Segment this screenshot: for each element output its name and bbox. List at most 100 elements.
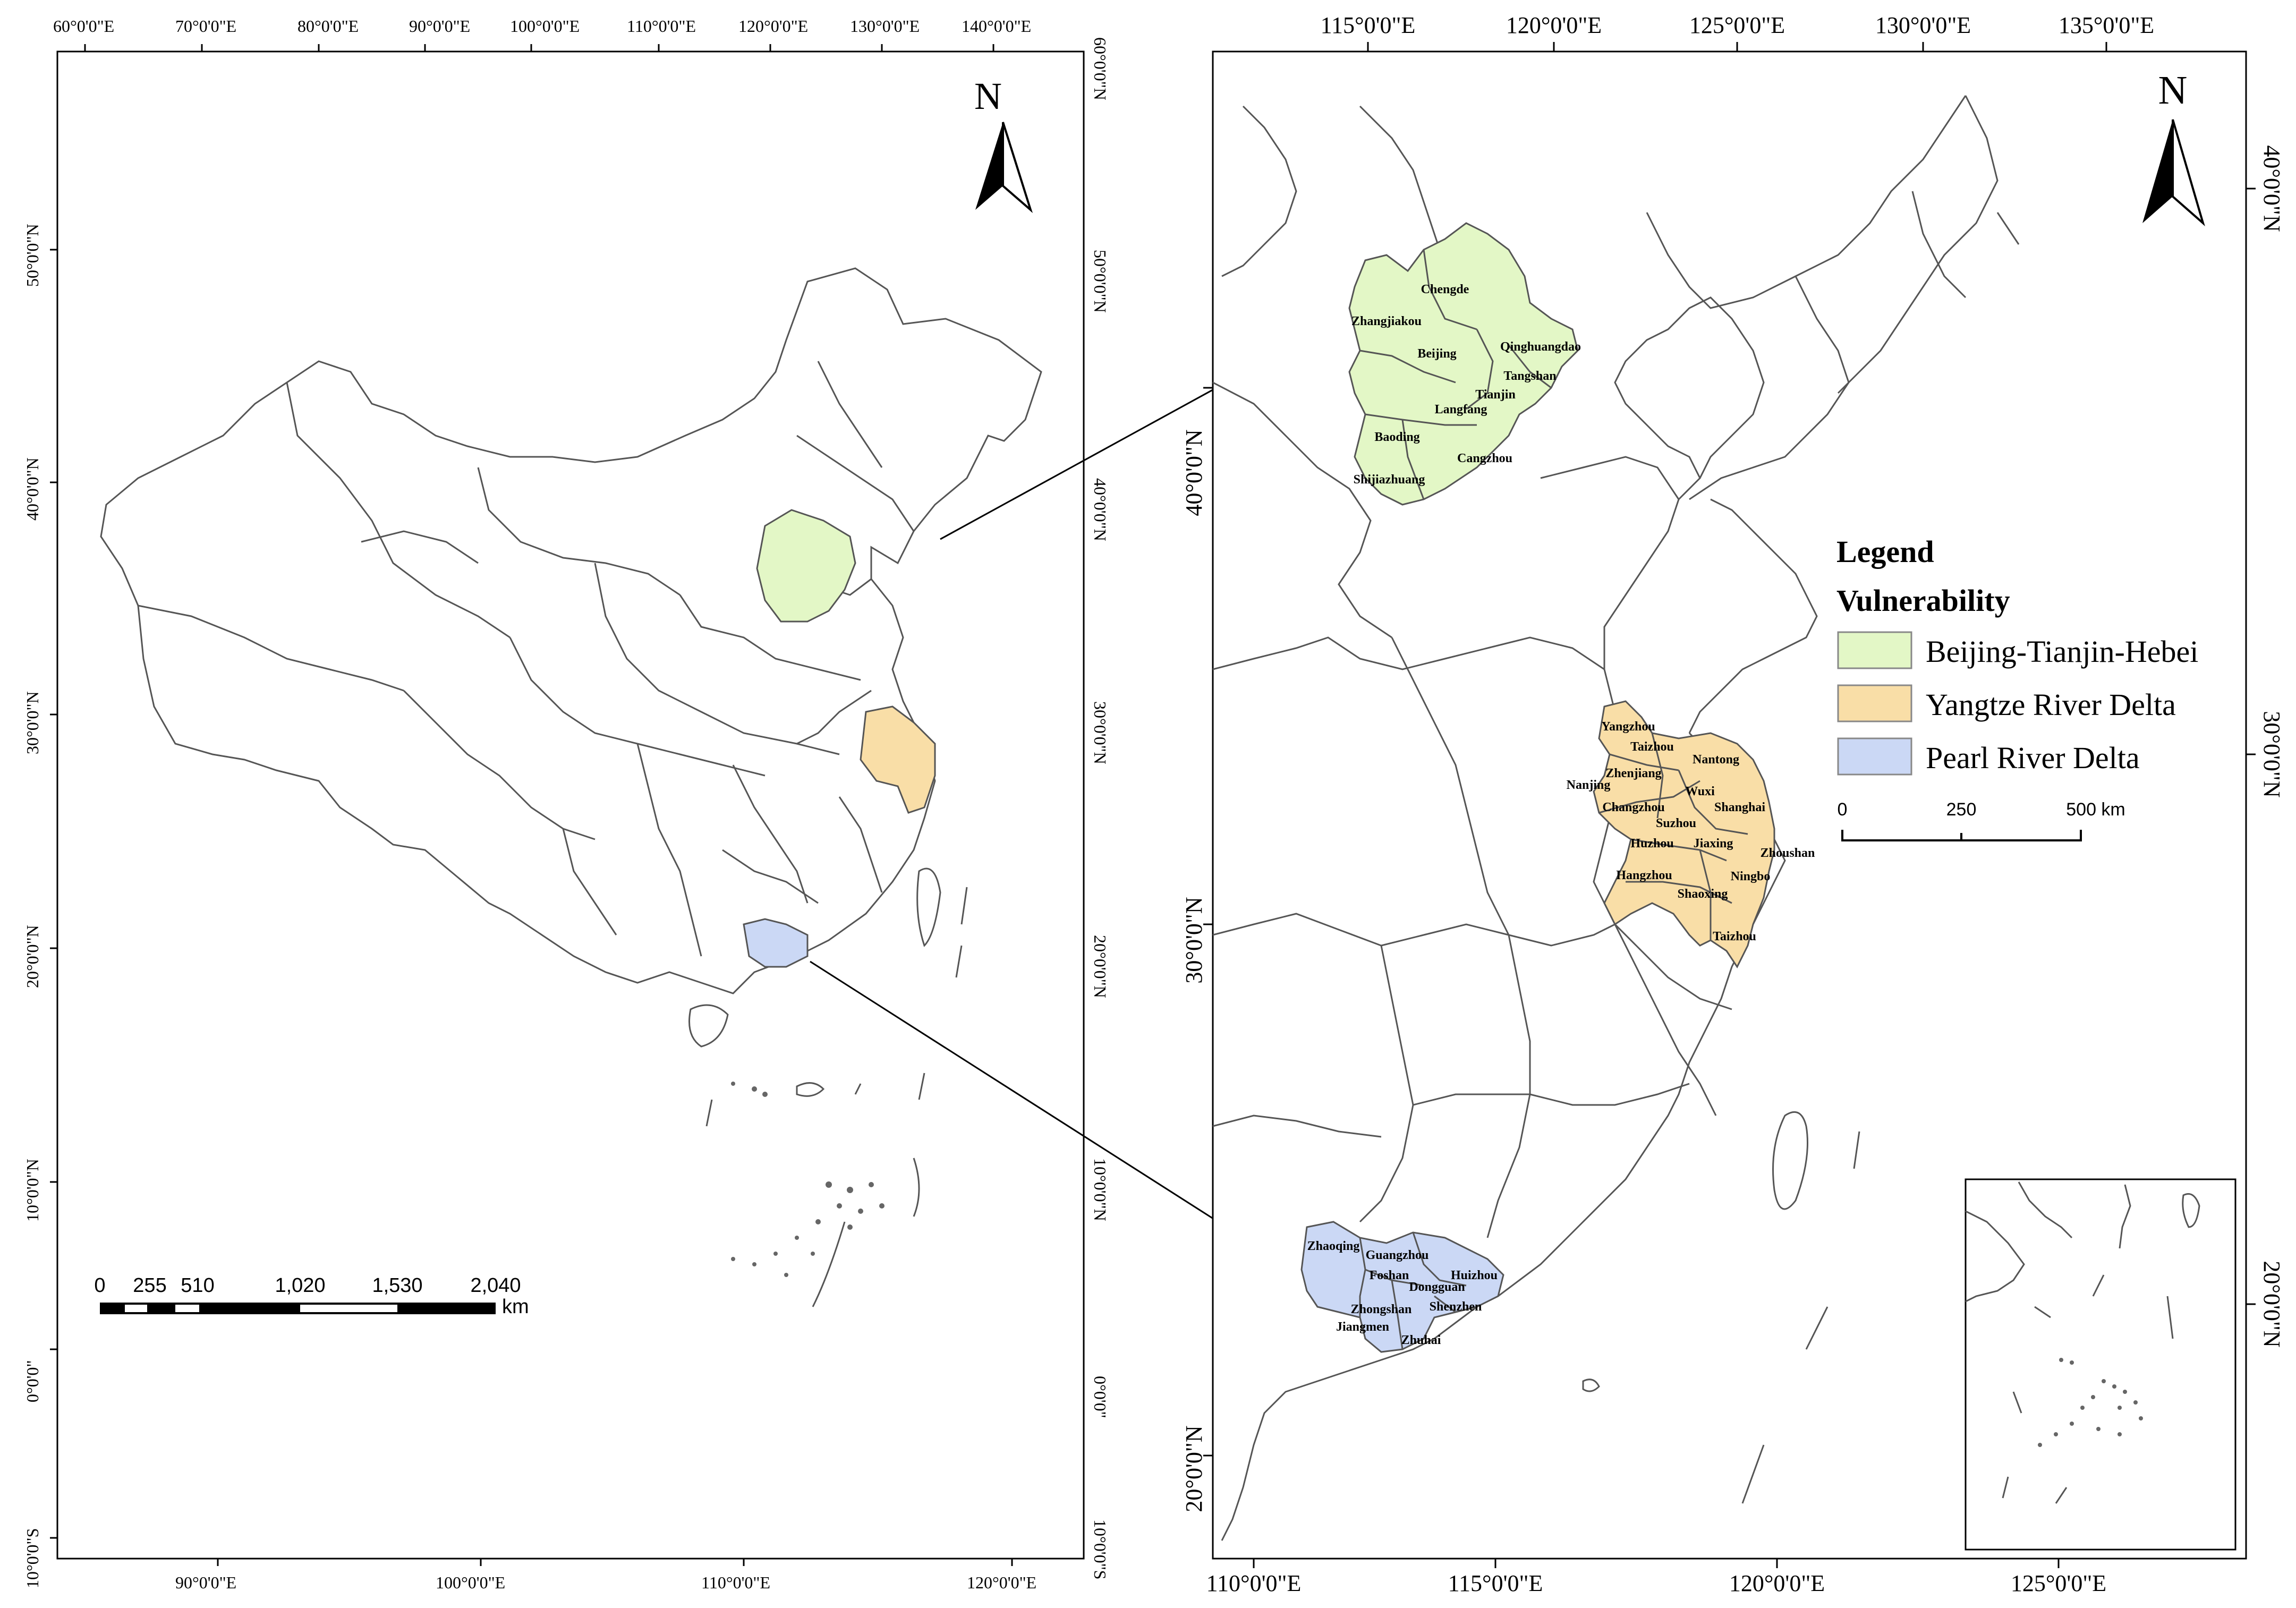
- legend-swatch-bth: [1837, 631, 1912, 669]
- left-right-ticks: 60°0'0"N 50°0'0"N 40°0'0"N 30°0'0"N 20°0…: [1091, 37, 1110, 1579]
- city-label: Qinghuangdao: [1500, 340, 1581, 354]
- left-top-tick: 130°0'0"E: [850, 16, 920, 36]
- bth-region: Chengde Zhangjiakou Beijing Qinghuangdao…: [1348, 222, 1581, 506]
- city-label: Tianjin: [1475, 388, 1516, 402]
- city-label: Nantong: [1693, 753, 1739, 767]
- left-lat-tick: 40°0'0"N: [23, 457, 42, 521]
- left-lat-tick: 50°0'0"N: [23, 224, 42, 287]
- city-label: Chengde: [1421, 283, 1469, 296]
- city-label: Zhoushan: [1761, 846, 1815, 860]
- city-label: Taizhou: [1713, 930, 1756, 943]
- left-top-tick: 140°0'0"E: [962, 16, 1031, 36]
- right-top-tick: 135°0'0"E: [2059, 12, 2154, 38]
- north-arrow-right: N: [2142, 68, 2205, 227]
- left-left-ticks: 50°0'0"N 40°0'0"N 30°0'0"N 20°0'0"N 10°0…: [23, 224, 57, 1588]
- left-bottom-tick: 120°0'0"E: [967, 1573, 1036, 1592]
- left-lat-tick: 20°0'0"N: [23, 925, 42, 988]
- right-right-ticks: 40°0'0"N 30°0'0"N 20°0'0"N: [2246, 145, 2285, 1348]
- left-top-tick: 120°0'0"E: [738, 16, 808, 36]
- right-top-tick: 125°0'0"E: [1689, 12, 1785, 38]
- left-top-tick: 110°0'0"E: [627, 16, 696, 36]
- legend-item-label: Beijing-Tianjin-Hebei: [1926, 634, 2198, 669]
- scalebar-label: 500 km: [2066, 799, 2125, 820]
- right-map: 115°0'0"E 120°0'0"E 125°0'0"E 130°0'0"E …: [1181, 12, 2285, 1596]
- left-lat-tick-right: 10°0'0"S: [1091, 1519, 1110, 1579]
- city-label: Cangzhou: [1457, 452, 1512, 465]
- left-top-tick: 70°0'0"E: [175, 16, 236, 36]
- city-label: Suzhou: [1656, 816, 1696, 830]
- scalebar-label: 255: [133, 1274, 166, 1297]
- legend-title: Legend: [1836, 534, 1934, 569]
- east-china-boundaries: [1212, 95, 1999, 1238]
- left-lat-tick: 10°0'0"N: [23, 1159, 42, 1222]
- legend-subtitle: Vulnerability: [1836, 583, 2010, 618]
- right-top-tick: 130°0'0"E: [1875, 12, 1971, 38]
- right-top-tick: 115°0'0"E: [1321, 12, 1416, 38]
- city-label: Jiaxing: [1694, 837, 1733, 850]
- south-china-sea-inset: [1965, 1178, 2237, 1551]
- scalebar-unit: km: [502, 1296, 529, 1318]
- right-lat-tick-right: 40°0'0"N: [2259, 145, 2285, 232]
- scalebar-label: 0: [1838, 799, 1848, 820]
- left-lat-tick-right: 20°0'0"N: [1091, 935, 1110, 998]
- islands: [688, 867, 968, 1307]
- left-lat-tick-right: 0°0'0": [1091, 1376, 1110, 1418]
- city-label: Shaoxing: [1678, 887, 1728, 901]
- city-label: Nanjing: [1567, 778, 1611, 792]
- city-label: Langfang: [1435, 403, 1487, 416]
- right-bottom-tick: 115°0'0"E: [1448, 1570, 1543, 1596]
- city-label: Beijing: [1417, 347, 1456, 361]
- city-label: Jiangmen: [1336, 1320, 1389, 1334]
- yrd-region: Yangzhou Taizhou Nantong Zhenjiang Nanji…: [1567, 700, 1815, 968]
- left-lat-tick-right: 50°0'0"N: [1091, 250, 1110, 313]
- left-bottom-tick: 110°0'0"E: [701, 1573, 770, 1592]
- left-lat-tick-right: 40°0'0"N: [1091, 478, 1110, 541]
- city-label: Shenzhen: [1430, 1300, 1482, 1314]
- right-top-tick: 120°0'0"E: [1506, 12, 1602, 38]
- north-arrow-left: N: [974, 75, 1033, 214]
- city-label: Dongguan: [1409, 1280, 1465, 1294]
- scalebar-label: 510: [181, 1274, 214, 1297]
- scalebar-label: 1,020: [275, 1274, 325, 1297]
- right-scalebar: 0 250 500 km: [1838, 799, 2125, 841]
- left-map-frame: [56, 50, 1085, 1560]
- city-label: Yangzhou: [1601, 720, 1655, 734]
- right-lat-tick: 30°0'0"N: [1181, 897, 1207, 983]
- city-label: Wuxi: [1685, 785, 1715, 798]
- north-label-right: N: [2158, 68, 2188, 113]
- left-map: 60°0'0"E 70°0'0"E 80°0'0"E 90°0'0"E 100°…: [23, 16, 1110, 1592]
- right-bottom-tick: 110°0'0"E: [1206, 1570, 1302, 1596]
- left-top-tick: 60°0'0"E: [53, 16, 114, 36]
- city-label: Zhuhai: [1401, 1333, 1441, 1347]
- city-label: Huizhou: [1451, 1269, 1498, 1282]
- scalebar-label: 250: [1946, 799, 1977, 820]
- scalebar-label: 2,040: [470, 1274, 521, 1297]
- left-bottom-ticks: 90°0'0"E 100°0'0"E 110°0'0"E 120°0'0"E: [175, 1559, 1036, 1592]
- city-label: Foshan: [1370, 1269, 1409, 1282]
- right-lat-tick: 40°0'0"N: [1181, 429, 1207, 516]
- left-lat-tick: 0°0'0": [23, 1360, 42, 1402]
- legend-item-label: Yangtze River Delta: [1926, 687, 2176, 722]
- right-top-ticks: 115°0'0"E 120°0'0"E 125°0'0"E 130°0'0"E …: [1321, 12, 2154, 52]
- left-top-ticks: 60°0'0"E 70°0'0"E 80°0'0"E 90°0'0"E 100°…: [53, 16, 1031, 52]
- city-label: Zhangjiakou: [1351, 314, 1422, 328]
- city-label: Taizhou: [1630, 740, 1674, 754]
- legend-item-label: Pearl River Delta: [1926, 741, 2140, 775]
- yrd-region-overview: [860, 705, 936, 814]
- city-label: Hangzhou: [1616, 869, 1672, 882]
- city-label: Zhenjiang: [1605, 767, 1661, 780]
- legend: Legend Vulnerability Beijing-Tianjin-Heb…: [1836, 534, 2198, 776]
- prd-region-overview: [743, 918, 809, 968]
- right-bottom-tick: 120°0'0"E: [1729, 1570, 1825, 1596]
- city-label: Shanghai: [1714, 801, 1765, 814]
- left-bottom-tick: 90°0'0"E: [175, 1573, 236, 1592]
- left-lat-tick: 30°0'0"N: [23, 691, 42, 754]
- left-lat-tick-right: 60°0'0"N: [1091, 37, 1110, 100]
- left-lat-tick-right: 10°0'0"N: [1091, 1158, 1110, 1221]
- left-top-tick: 90°0'0"E: [409, 16, 470, 36]
- city-label: Ningbo: [1731, 870, 1771, 883]
- right-left-ticks: 40°0'0"N 30°0'0"N 20°0'0"N: [1181, 387, 1213, 1512]
- legend-swatch-prd: [1837, 737, 1912, 776]
- left-top-tick: 80°0'0"E: [297, 16, 359, 36]
- city-label: Shijiazhuang: [1354, 473, 1425, 487]
